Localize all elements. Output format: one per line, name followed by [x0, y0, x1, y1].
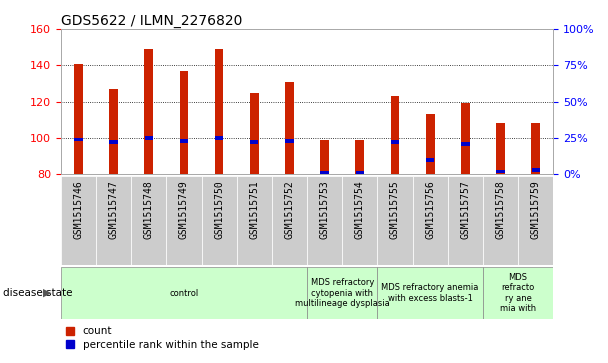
Bar	[109, 140, 118, 144]
Bar	[483, 267, 553, 319]
Bar	[518, 176, 553, 265]
Text: control: control	[169, 289, 199, 298]
Bar	[461, 103, 470, 174]
Bar	[74, 64, 83, 174]
Text: disease state: disease state	[3, 288, 72, 298]
Bar	[96, 176, 131, 265]
Legend: count, percentile rank within the sample: count, percentile rank within the sample	[66, 326, 258, 350]
Bar	[179, 71, 188, 174]
Text: GSM1515754: GSM1515754	[355, 180, 365, 239]
Bar	[285, 139, 294, 143]
Bar	[145, 136, 153, 140]
Text: GSM1515757: GSM1515757	[460, 180, 471, 239]
Bar	[461, 142, 469, 146]
Text: GSM1515756: GSM1515756	[425, 180, 435, 239]
Bar	[201, 176, 237, 265]
Bar	[356, 140, 364, 174]
Text: GSM1515755: GSM1515755	[390, 180, 400, 239]
Bar	[307, 176, 342, 265]
Text: MDS refractory
cytopenia with
multilineage dysplasia: MDS refractory cytopenia with multilinea…	[295, 278, 390, 308]
Bar	[131, 176, 167, 265]
Text: GSM1515758: GSM1515758	[496, 180, 505, 239]
Text: GSM1515747: GSM1515747	[109, 180, 119, 239]
Bar	[180, 139, 188, 143]
Bar	[378, 267, 483, 319]
Bar	[496, 123, 505, 174]
Bar	[413, 176, 447, 265]
Bar	[342, 176, 378, 265]
Bar	[144, 49, 153, 174]
Text: GSM1515759: GSM1515759	[531, 180, 541, 239]
Bar	[391, 140, 399, 144]
Bar	[74, 138, 83, 141]
Bar	[250, 93, 258, 174]
Text: GSM1515749: GSM1515749	[179, 180, 189, 239]
Text: MDS
refracto
ry ane
mia with: MDS refracto ry ane mia with	[500, 273, 536, 313]
Bar	[356, 171, 364, 175]
Text: GSM1515751: GSM1515751	[249, 180, 259, 239]
Bar	[426, 114, 435, 174]
Text: GSM1515748: GSM1515748	[143, 180, 154, 239]
Bar	[307, 267, 378, 319]
Text: ▶: ▶	[43, 288, 52, 298]
Bar	[285, 82, 294, 174]
Bar	[250, 140, 258, 144]
Text: GSM1515753: GSM1515753	[320, 180, 330, 239]
Bar	[237, 176, 272, 265]
Text: MDS refractory anemia
with excess blasts-1: MDS refractory anemia with excess blasts…	[381, 284, 479, 303]
Bar	[496, 170, 505, 173]
Text: GSM1515752: GSM1515752	[285, 180, 294, 239]
Bar	[215, 136, 223, 140]
Bar	[426, 158, 434, 162]
Bar	[167, 176, 201, 265]
Bar	[61, 267, 307, 319]
Bar	[378, 176, 413, 265]
Text: GDS5622 / ILMN_2276820: GDS5622 / ILMN_2276820	[61, 14, 242, 28]
Text: GSM1515750: GSM1515750	[214, 180, 224, 239]
Bar	[447, 176, 483, 265]
Bar	[483, 176, 518, 265]
Bar	[531, 123, 540, 174]
Bar	[320, 171, 329, 175]
Bar	[215, 49, 224, 174]
Text: GSM1515746: GSM1515746	[74, 180, 83, 239]
Bar	[390, 96, 399, 174]
Bar	[320, 140, 329, 174]
Bar	[109, 89, 118, 174]
Bar	[61, 176, 96, 265]
Bar	[531, 168, 540, 172]
Bar	[272, 176, 307, 265]
